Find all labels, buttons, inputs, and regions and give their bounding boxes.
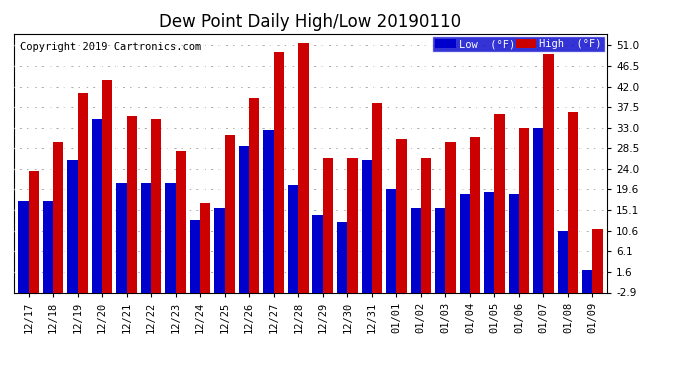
Bar <box>102 80 112 292</box>
Bar <box>544 54 554 292</box>
Bar <box>77 93 88 292</box>
Bar <box>53 142 63 292</box>
Bar <box>519 128 529 292</box>
Bar <box>460 194 470 292</box>
Bar <box>323 158 333 292</box>
Bar <box>264 130 274 292</box>
Bar <box>298 43 308 292</box>
Bar <box>445 142 455 292</box>
Bar <box>337 222 347 292</box>
Bar <box>249 98 259 292</box>
Bar <box>313 215 323 292</box>
Bar <box>568 112 578 292</box>
Bar <box>92 118 102 292</box>
Bar <box>43 201 53 292</box>
Bar <box>239 146 249 292</box>
Bar <box>558 231 568 292</box>
Title: Dew Point Daily High/Low 20190110: Dew Point Daily High/Low 20190110 <box>159 13 462 31</box>
Bar <box>495 114 504 292</box>
Bar <box>200 204 210 292</box>
Bar <box>166 183 176 292</box>
Bar <box>509 194 519 292</box>
Bar <box>18 201 28 292</box>
Bar <box>533 128 544 292</box>
Bar <box>176 151 186 292</box>
Bar <box>421 158 431 292</box>
Bar <box>372 103 382 292</box>
Bar <box>347 158 357 292</box>
Bar <box>435 208 445 292</box>
Bar <box>141 183 151 292</box>
Bar <box>225 135 235 292</box>
Bar <box>215 208 225 292</box>
Bar <box>582 270 593 292</box>
Bar <box>67 160 77 292</box>
Bar <box>470 137 480 292</box>
Bar <box>151 118 161 292</box>
Bar <box>396 139 406 292</box>
Bar <box>593 229 603 292</box>
Bar <box>386 189 396 292</box>
Bar <box>411 208 421 292</box>
Bar <box>274 52 284 292</box>
Bar <box>190 219 200 292</box>
Bar <box>362 160 372 292</box>
Bar <box>288 185 298 292</box>
Legend: Low  (°F), High  (°F): Low (°F), High (°F) <box>432 36 605 52</box>
Bar <box>117 183 126 292</box>
Bar <box>484 192 495 292</box>
Bar <box>126 116 137 292</box>
Bar <box>28 171 39 292</box>
Text: Copyright 2019 Cartronics.com: Copyright 2019 Cartronics.com <box>20 42 201 51</box>
